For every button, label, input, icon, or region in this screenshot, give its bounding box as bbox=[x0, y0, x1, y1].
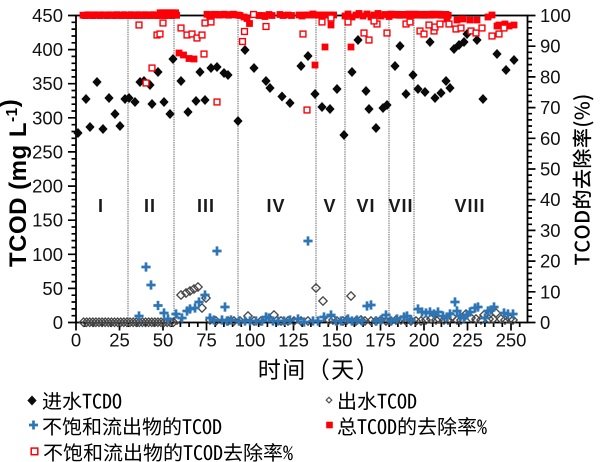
svg-text:80: 80 bbox=[540, 66, 561, 87]
svg-text:40: 40 bbox=[540, 189, 561, 210]
svg-text:90: 90 bbox=[540, 36, 561, 57]
svg-text:V: V bbox=[323, 196, 336, 216]
svg-text:450: 450 bbox=[32, 5, 63, 26]
svg-text:0: 0 bbox=[540, 312, 550, 333]
svg-text:200: 200 bbox=[32, 176, 63, 197]
svg-text:250: 250 bbox=[32, 141, 63, 162]
svg-text:VI: VI bbox=[356, 196, 375, 216]
svg-text:125: 125 bbox=[278, 330, 309, 351]
svg-text:400: 400 bbox=[32, 39, 63, 60]
svg-text:60: 60 bbox=[540, 128, 561, 149]
svg-text:100: 100 bbox=[32, 244, 63, 265]
svg-text:100: 100 bbox=[235, 330, 266, 351]
svg-text:250: 250 bbox=[496, 330, 527, 351]
svg-text:25: 25 bbox=[109, 330, 130, 351]
svg-text:175: 175 bbox=[365, 330, 396, 351]
svg-text:75: 75 bbox=[196, 330, 217, 351]
svg-text:350: 350 bbox=[32, 73, 63, 94]
svg-text:20: 20 bbox=[540, 251, 561, 272]
svg-text:70: 70 bbox=[540, 97, 561, 118]
svg-text:225: 225 bbox=[452, 330, 483, 351]
svg-text:II: II bbox=[144, 196, 156, 216]
svg-text:150: 150 bbox=[32, 210, 63, 231]
svg-text:50: 50 bbox=[153, 330, 174, 351]
svg-text:50: 50 bbox=[540, 159, 561, 180]
svg-text:50: 50 bbox=[42, 278, 63, 299]
svg-text:0: 0 bbox=[71, 330, 81, 351]
svg-text:TCOD (mg L-1): TCOD (mg L-1) bbox=[0, 99, 32, 267]
svg-text:100: 100 bbox=[540, 5, 571, 26]
svg-text:III: III bbox=[197, 196, 215, 216]
svg-text:I: I bbox=[98, 196, 104, 216]
svg-text:0: 0 bbox=[53, 312, 63, 333]
svg-text:10: 10 bbox=[540, 281, 561, 302]
svg-text:30: 30 bbox=[540, 220, 561, 241]
svg-text:VII: VII bbox=[388, 196, 413, 216]
svg-text:200: 200 bbox=[409, 330, 440, 351]
svg-text:300: 300 bbox=[32, 107, 63, 128]
svg-text:150: 150 bbox=[322, 330, 353, 351]
svg-text:IV: IV bbox=[266, 196, 285, 216]
svg-text:VIII: VIII bbox=[454, 196, 485, 216]
